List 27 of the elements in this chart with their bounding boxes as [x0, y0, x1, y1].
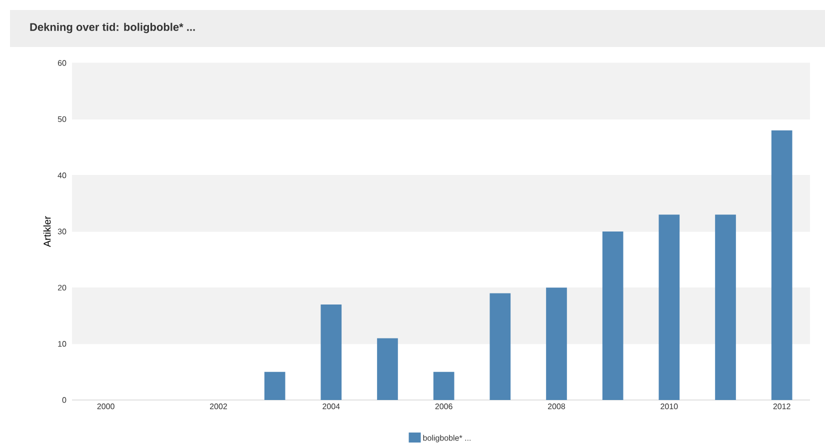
y-tick-label: 60 [58, 60, 66, 66]
x-tick-label: 2006 [435, 404, 452, 410]
y-tick-label: 10 [58, 341, 66, 347]
x-tick-label: 2000 [97, 404, 114, 410]
bar [264, 372, 286, 400]
bar [377, 338, 398, 400]
bar [658, 214, 680, 400]
legend-label: boligboble* ... [423, 434, 470, 442]
bar [320, 304, 342, 400]
x-tick-label: 2002 [210, 404, 227, 410]
y-tick-label: 50 [58, 116, 66, 122]
y-tick-label: 30 [58, 228, 66, 234]
y-tick-label: 0 [62, 397, 66, 403]
bar [546, 288, 567, 400]
bar [602, 232, 624, 400]
y-axis-title: Artikler [43, 216, 51, 248]
x-tick-label: 2012 [773, 404, 790, 410]
y-tick-label: 40 [58, 172, 66, 178]
chart-title: Dekning over tid: boligboble* ... [30, 22, 195, 34]
bar [433, 372, 454, 400]
bar [490, 293, 511, 400]
x-tick-label: 2008 [548, 404, 566, 410]
bar [771, 130, 792, 400]
y-tick-label: 20 [58, 284, 66, 290]
x-tick-label: 2010 [660, 404, 678, 410]
bar [715, 214, 736, 400]
x-tick-label: 2004 [322, 404, 340, 410]
